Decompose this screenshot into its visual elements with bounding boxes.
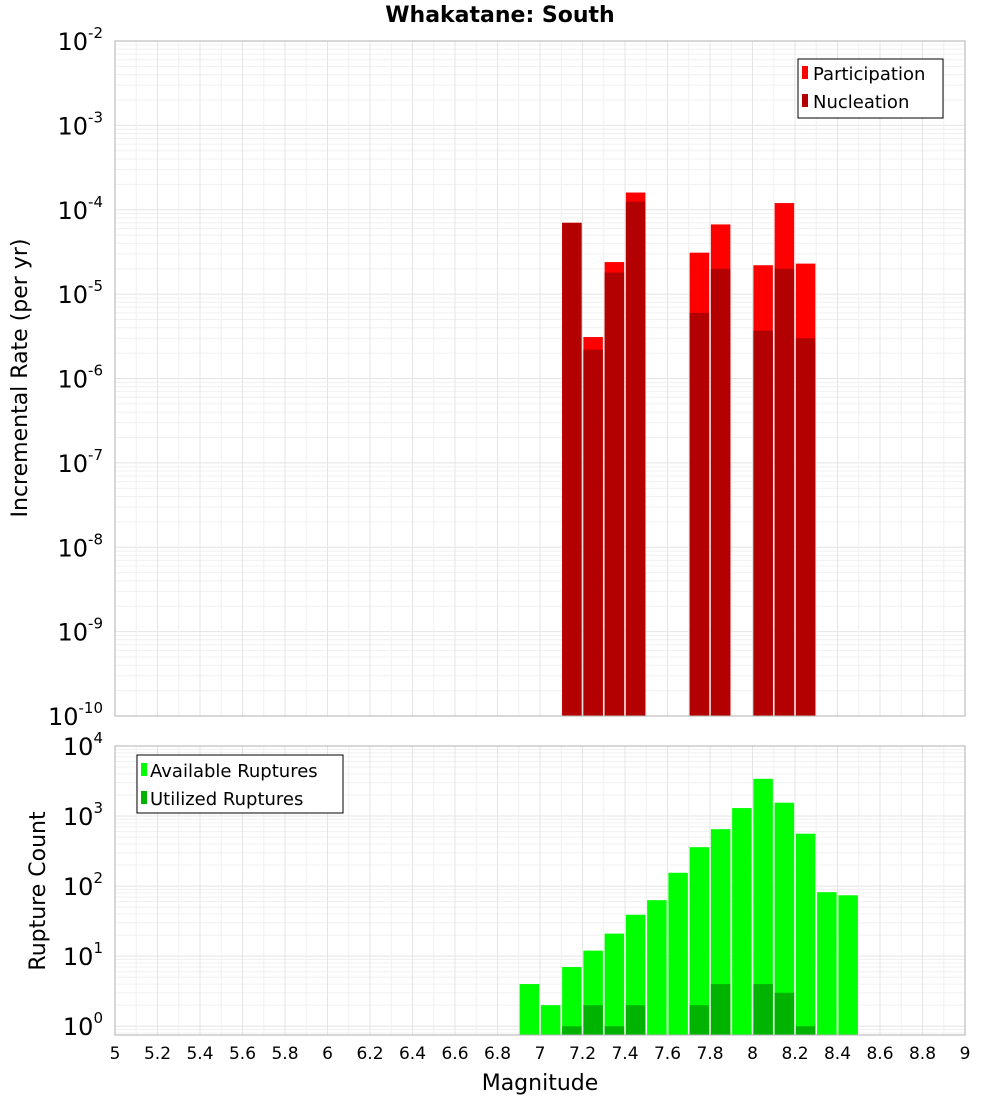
x-tick-labels: 5 5.2 5.4 5.6 5.8 6 6.2 6.4 6.6 6.8 7 7.2 7.4 7.6 7.8 8… — [110, 1044, 971, 1064]
x-tick-label: 9 — [960, 1044, 971, 1064]
x-tick-label: 8.4 — [824, 1044, 851, 1064]
x-tick-label: 5.2 — [144, 1044, 171, 1064]
available-ruptures-bar — [710, 829, 731, 1035]
count-plot-frame — [114, 745, 966, 1036]
available-ruptures-bar — [519, 984, 540, 1035]
x-tick-label: 8.8 — [909, 1044, 936, 1064]
rate-panel: 10-2 10-3 10-4 10-5 10-6 10-7 10-8 10-9 10-10 In… — [8, 24, 966, 731]
y-tick-label: 10-9 — [57, 615, 103, 647]
x-tick-label: 7.8 — [696, 1044, 723, 1064]
utilized-legend-label: Utilized Ruptures — [150, 789, 303, 810]
y-tick-label: 104 — [63, 729, 103, 761]
x-tick-label: 7.2 — [569, 1044, 596, 1064]
nucleation-bar — [604, 272, 625, 716]
available-ruptures-bar — [732, 808, 752, 1035]
y-tick-label: 10-3 — [57, 108, 103, 140]
x-tick-label: 6 — [322, 1044, 333, 1064]
x-tick-label: 6.6 — [441, 1044, 468, 1064]
count-bars — [519, 778, 858, 1035]
utilized-legend-swatch — [141, 791, 147, 804]
x-tick-label: 6.4 — [399, 1044, 426, 1064]
utilized-ruptures-bar — [753, 984, 773, 1035]
utilized-ruptures-bar — [689, 1005, 710, 1035]
y-tick-label: 10-10 — [48, 699, 103, 731]
available-ruptures-bar — [647, 900, 667, 1035]
x-tick-label: 8 — [747, 1044, 758, 1064]
count-legend: Available Ruptures Utilized Ruptures — [136, 754, 344, 814]
available-legend-swatch — [141, 763, 147, 776]
utilized-ruptures-bar — [562, 1026, 582, 1035]
y-tick-label: 10-7 — [57, 446, 103, 478]
available-ruptures-bar — [753, 778, 773, 1035]
available-ruptures-bar — [668, 872, 688, 1035]
utilized-ruptures-bar — [625, 1005, 646, 1035]
count-y-axis-label: Rupture Count — [26, 811, 51, 971]
x-tick-label: 6.8 — [484, 1044, 511, 1064]
y-tick-label: 102 — [63, 869, 103, 901]
nucleation-bar — [625, 201, 646, 716]
rate-y-axis-label: Incremental Rate (per yr) — [8, 239, 33, 518]
participation-legend-swatch — [802, 66, 808, 79]
nucleation-bar — [753, 330, 773, 716]
y-tick-label: 103 — [63, 799, 103, 831]
participation-legend-label: Participation — [813, 64, 925, 85]
utilized-ruptures-bar — [604, 1026, 625, 1035]
y-tick-label: 100 — [63, 1009, 103, 1041]
utilized-ruptures-bar — [583, 1005, 603, 1035]
rate-plot-frame — [114, 40, 966, 717]
available-ruptures-bar — [795, 833, 816, 1035]
utilized-ruptures-bar — [774, 992, 795, 1035]
x-tick-label: 8.2 — [781, 1044, 808, 1064]
rate-legend-box — [797, 58, 944, 119]
y-tick-label: 10-6 — [57, 362, 103, 394]
available-ruptures-bar — [562, 967, 582, 1035]
nucleation-bar — [795, 338, 816, 716]
available-ruptures-bar — [689, 847, 710, 1035]
x-tick-label: 5 — [110, 1044, 121, 1064]
available-ruptures-bar — [838, 895, 858, 1035]
rate-legend: Participation Nucleation — [797, 58, 944, 119]
x-tick-label: 8.6 — [866, 1044, 893, 1064]
y-tick-label: 10-8 — [57, 530, 103, 562]
x-tick-label: 5.4 — [186, 1044, 213, 1064]
available-ruptures-bar — [625, 914, 646, 1035]
nucleation-bar — [774, 268, 795, 716]
x-tick-label: 7.4 — [611, 1044, 638, 1064]
available-ruptures-bar — [540, 1005, 561, 1035]
nucleation-legend-label: Nucleation — [813, 92, 909, 113]
count-panel: 104 103 102 101 100 5 5.2 5.4 5.6 5.8 6 6.2 6.4 6.6 6… — [26, 729, 970, 1096]
count-legend-box — [136, 754, 344, 814]
chart-title: Whakatane: South — [385, 3, 614, 28]
count-y-ticks: 104 103 102 101 100 — [63, 729, 103, 1041]
x-tick-label: 5.8 — [271, 1044, 298, 1064]
available-legend-label: Available Ruptures — [150, 761, 318, 782]
rate-y-ticks: 10-2 10-3 10-4 10-5 10-6 10-7 10-8 10-9 10-10 — [48, 24, 103, 731]
available-ruptures-bar — [774, 802, 795, 1035]
x-tick-label: 5.6 — [229, 1044, 256, 1064]
rate-grid — [114, 41, 966, 717]
available-ruptures-bar — [817, 892, 837, 1035]
utilized-ruptures-bar — [795, 1026, 816, 1035]
x-tick-label: 6.2 — [356, 1044, 383, 1064]
nucleation-bar — [583, 349, 603, 716]
available-ruptures-bar — [604, 933, 625, 1035]
nucleation-bar — [710, 268, 731, 716]
x-tick-label: 7.6 — [654, 1044, 681, 1064]
x-tick-label: 7 — [535, 1044, 546, 1064]
y-tick-label: 10-4 — [57, 193, 103, 225]
y-tick-label: 10-5 — [57, 277, 103, 309]
rate-bars — [562, 192, 816, 717]
nucleation-bar — [689, 312, 710, 716]
nucleation-legend-swatch — [802, 94, 808, 107]
x-axis-label: Magnitude — [482, 1071, 599, 1096]
utilized-ruptures-bar — [710, 984, 731, 1035]
nucleation-bar — [562, 222, 582, 716]
y-tick-label: 101 — [63, 939, 103, 971]
y-tick-label: 10-2 — [57, 24, 103, 56]
